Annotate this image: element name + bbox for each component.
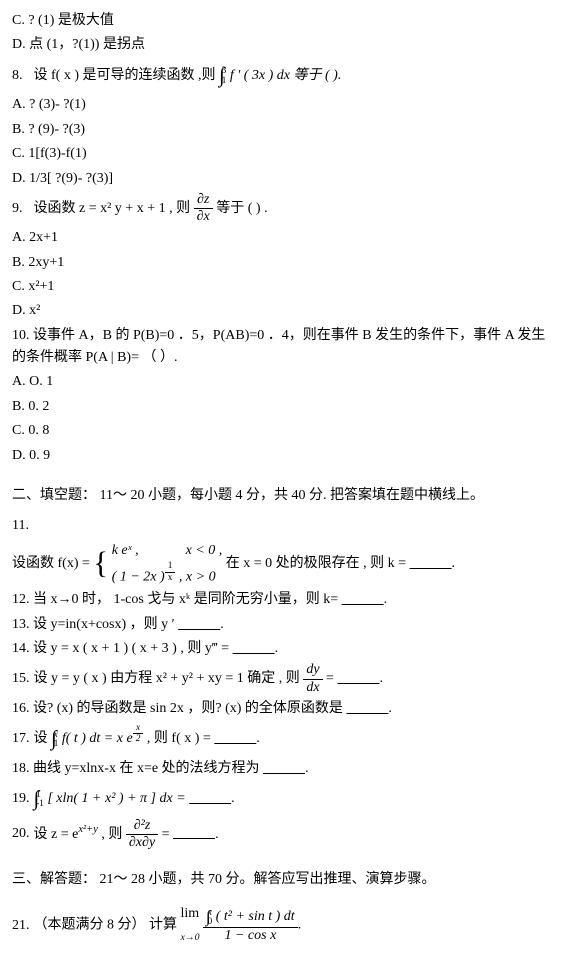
- q17-body-a: f( t ) dt = x e: [62, 731, 133, 746]
- q21-lim-sub: x→0: [181, 932, 200, 943]
- q19-body: [ xln( 1 + x² ) + π ] dx =: [47, 791, 185, 806]
- q15-pre: 设 y = y ( x ) 由方程 x² + y² + xy = 1 确定 , …: [34, 671, 300, 686]
- q21-int-upper: x: [208, 908, 213, 917]
- q17-int-lower: 1: [54, 739, 59, 748]
- q10-option-c: C. 0. 8: [12, 420, 550, 442]
- q14-pre: 14. 设 y = x ( x + 1 ) ( x + 3 ) , 则 y‴ =: [12, 641, 229, 656]
- q9-option-d: D. x²: [12, 300, 550, 322]
- q17-exp-den: 2: [133, 734, 144, 745]
- q17-blank: [214, 731, 256, 746]
- q21-number: 21.: [12, 915, 30, 937]
- q18: 18. 曲线 y=xlnx-x 在 x=e 处的法线方程为 .: [12, 758, 550, 780]
- q15-number: 15.: [12, 668, 30, 690]
- q20-post: =: [162, 826, 170, 841]
- q15-frac-num: dy: [303, 662, 322, 679]
- q21-pre: （本题满分 8 分） 计算: [34, 918, 178, 933]
- q18-text: 18. 曲线 y=xlnx-x 在 x=e 处的法线方程为: [12, 761, 260, 776]
- q13: 13. 设 y=in(x+cosx) ，则 y ′ .: [12, 614, 550, 636]
- q9-option-b: B. 2xy+1: [12, 252, 550, 274]
- q20-pre: 设 z = e: [34, 826, 79, 841]
- q8-int-lower: 1: [222, 76, 227, 85]
- q10-option-a: A. O. 1: [12, 371, 550, 393]
- q11-pre: 设函数 f(x) =: [12, 556, 90, 571]
- q8: 8. 设 f( x ) 是可导的连续函数 ,则 ∫31 f ′ ( 3x ) d…: [12, 59, 550, 93]
- q16: 16. 设? (x) 的导函数是 sin 2x ，则? (x) 的全体原函数是 …: [12, 698, 550, 720]
- q8-integrand: f ′ ( 3x ) dx 等于 ( ).: [230, 68, 342, 83]
- q13-blank: [178, 617, 220, 632]
- q7-option-c: C. ? (1) 是极大值: [12, 10, 550, 32]
- q9-pre: 设函数 z = x² y + x + 1 , 则: [34, 201, 191, 216]
- q14: 14. 设 y = x ( x + 1 ) ( x + 3 ) , 则 y‴ =…: [12, 638, 550, 660]
- q11-exp-den: x: [165, 573, 176, 584]
- q11-exp-num: 1: [165, 561, 176, 573]
- q8-option-b: B. ? (9)- ?(3): [12, 119, 550, 141]
- section-3-heading: 三、解答题： 21～ 28 小题，共 70 分。解答应写出推理、演算步骤。: [12, 869, 550, 891]
- section-2-heading: 二、填空题： 11～ 20 小题，每小题 4 分，共 40 分. 把答案填在题中…: [12, 485, 550, 507]
- q11-piece1-expr: k eˣ ,: [112, 543, 139, 558]
- q20-frac-den: ∂x∂y: [126, 835, 158, 851]
- q20-frac-num: ∂²z: [126, 818, 158, 835]
- q19: 19. ∫1-1 [ xln( 1 + x² ) + π ] dx = .: [12, 782, 550, 816]
- q21-bot: 1 − cos x: [203, 928, 298, 944]
- q9-number: 9.: [12, 198, 30, 220]
- q19-int-lower: -1: [36, 799, 44, 808]
- q20-mid: , 则: [101, 826, 122, 841]
- q12: 12. 当 x→0 时， 1-cos 戈与 xᵏ 是同阶无穷小量，则 k= .: [12, 589, 550, 611]
- q10-option-b: B. 0. 2: [12, 396, 550, 418]
- q15: 15. 设 y = y ( x ) 由方程 x² + y² + xy = 1 确…: [12, 662, 550, 695]
- q10-text: 10. 设事件 A，B 的 P(B)=0 ．5，P(AB)=0 ．4，则在事件 …: [12, 325, 550, 370]
- q17-body-b: , 则 f( x ) =: [147, 731, 211, 746]
- q21-lim: lim: [181, 906, 200, 921]
- q11-number-row: 11.: [12, 515, 550, 537]
- q18-blank: [263, 761, 305, 776]
- q17-pre: 设: [34, 731, 48, 746]
- q20-exp: x²+y: [78, 824, 98, 835]
- q9-post: 等于 ( ) .: [216, 201, 267, 216]
- q15-post: =: [326, 671, 334, 686]
- q21-top-body: ( t² + sin t ) dt: [216, 909, 295, 924]
- q12-text: 12. 当 x→0 时， 1-cos 戈与 xᵏ 是同阶无穷小量，则 k=: [12, 592, 338, 607]
- q17-number: 17.: [12, 728, 30, 750]
- q20: 20. 设 z = ex²+y , 则 ∂²z∂x∂y = .: [12, 818, 550, 851]
- q11-blank: [410, 556, 452, 571]
- q19-blank: [189, 791, 231, 806]
- q17-exp-num: x: [133, 723, 144, 735]
- q11-post: 在 x = 0 处的极限存在 , 则 k =: [226, 556, 406, 571]
- q8-option-d: D. 1/3[ ?(9)- ?(3)]: [12, 168, 550, 190]
- q8-option-a: A. ? (3)- ?(1): [12, 94, 550, 116]
- q8-pre: 设 f( x ) 是可导的连续函数 ,则: [34, 68, 216, 83]
- q8-option-c: C. 1[f(3)-f(1): [12, 143, 550, 165]
- q9: 9. 设函数 z = x² y + x + 1 , 则 ∂z∂x 等于 ( ) …: [12, 192, 550, 225]
- q12-blank: [342, 592, 384, 607]
- q14-blank: [233, 641, 275, 656]
- q11-piece1-cond: x < 0 ,: [186, 543, 223, 558]
- q7-option-d: D. 点 (1，?(1)) 是拐点: [12, 34, 550, 56]
- q20-blank: [173, 826, 215, 841]
- q15-blank: [337, 671, 379, 686]
- q9-frac-den: ∂x: [194, 209, 213, 225]
- q10-option-d: D. 0. 9: [12, 445, 550, 467]
- q15-frac-den: dx: [303, 680, 322, 696]
- q20-number: 20.: [12, 823, 30, 845]
- q11: 设函数 f(x) = { k eˣ , x < 0 , ( 1 − 2x )1x…: [12, 540, 550, 587]
- q16-blank: [346, 701, 388, 716]
- q17: 17. 设 ∫x1 f( t ) dt = x ex2 , 则 f( x ) =…: [12, 722, 550, 756]
- q9-option-c: C. x²+1: [12, 276, 550, 298]
- q16-text: 16. 设? (x) 的导函数是 sin 2x ，则? (x) 的全体原函数是: [12, 701, 343, 716]
- q9-frac-num: ∂z: [194, 192, 213, 209]
- q9-option-a: A. 2x+1: [12, 227, 550, 249]
- q11-piece2-expr: ( 1 − 2x ): [112, 569, 165, 584]
- left-brace-icon: {: [93, 548, 108, 579]
- q21-int-lower: 0: [208, 917, 213, 926]
- q8-number: 8.: [12, 65, 30, 87]
- q13-text: 13. 设 y=in(x+cosx) ，则 y ′: [12, 617, 175, 632]
- q19-number: 19.: [12, 788, 30, 810]
- q11-piece2-cond: , x > 0: [179, 569, 216, 584]
